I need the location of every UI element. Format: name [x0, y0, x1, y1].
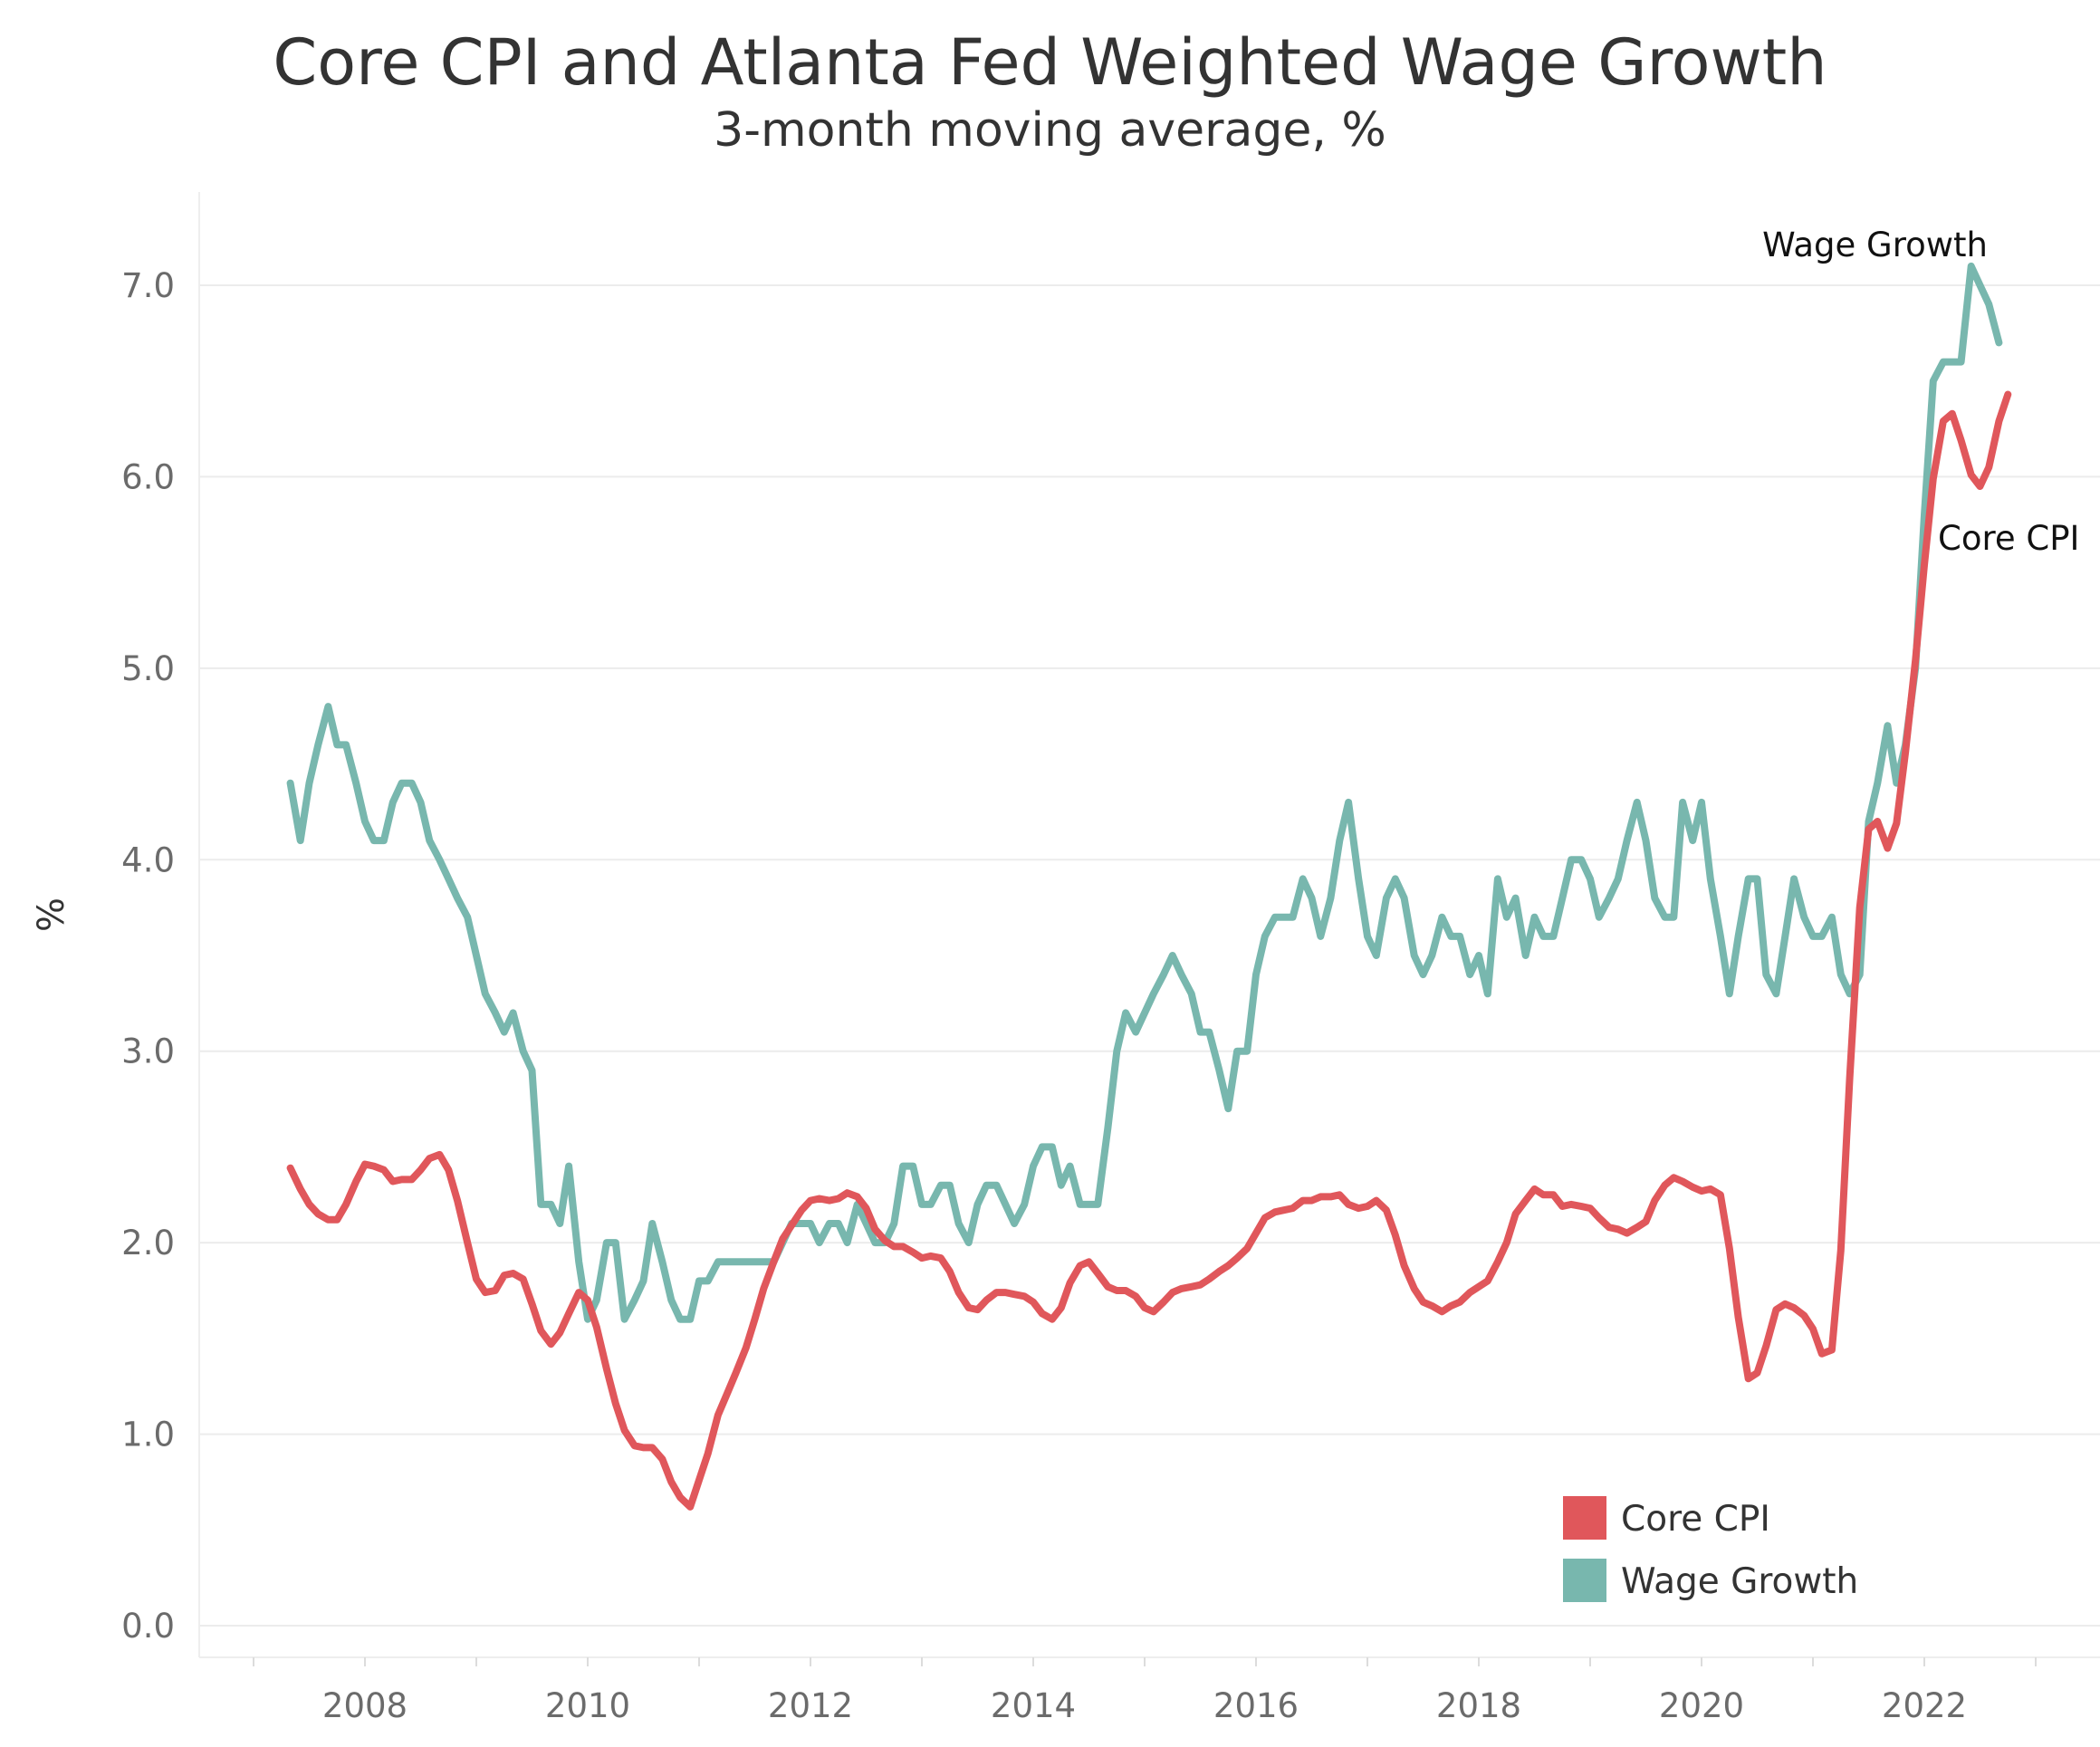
- y-tick-label: 3.0: [121, 1032, 175, 1071]
- y-tick-label: 4.0: [121, 840, 175, 879]
- wage-growth-line: [286, 262, 2003, 1323]
- x-tick-labels: 2008 2010 2012 2014 2016 2018 2020 2022: [253, 1657, 2037, 1725]
- gridlines: [199, 284, 2100, 1627]
- wage-growth-annotation: Wage Growth: [1762, 226, 1988, 264]
- x-tick-label: 2018: [1436, 1686, 1521, 1725]
- series-lines: [286, 262, 2012, 1511]
- x-tick-label: 2012: [768, 1686, 853, 1725]
- y-axis-label: %: [31, 897, 72, 932]
- legend-swatch-wage-growth: [1563, 1559, 1606, 1602]
- y-tick-label: 5.0: [121, 649, 175, 688]
- x-tick-label: 2020: [1659, 1686, 1744, 1725]
- legend-label-wage-growth: Wage Growth: [1621, 1561, 1858, 1602]
- y-tick-label: 0.0: [121, 1607, 175, 1646]
- x-tick-label: 2022: [1882, 1686, 1967, 1725]
- x-tick-label: 2014: [991, 1686, 1076, 1725]
- y-tick-label: 6.0: [121, 457, 175, 496]
- y-tick-label: 7.0: [121, 266, 175, 305]
- x-tick-label: 2010: [545, 1686, 630, 1725]
- x-tick-label: 2016: [1213, 1686, 1299, 1725]
- y-tick-labels: 0.0 1.0 2.0 3.0 4.0 5.0 6.0 7.0: [121, 266, 175, 1646]
- core-cpi-line: [286, 390, 2012, 1511]
- y-tick-label: 2.0: [121, 1224, 175, 1262]
- core-cpi-annotation: Core CPI: [1938, 519, 2079, 558]
- legend: Core CPI Wage Growth: [1563, 1496, 1858, 1602]
- legend-swatch-core-cpi: [1563, 1496, 1606, 1540]
- y-tick-label: 1.0: [121, 1416, 175, 1454]
- chart-subtitle: 3-month moving average, %: [714, 103, 1386, 158]
- legend-label-core-cpi: Core CPI: [1621, 1499, 1770, 1540]
- chart-title: Core CPI and Atlanta Fed Weighted Wage G…: [273, 25, 1827, 100]
- x-tick-label: 2008: [322, 1686, 408, 1725]
